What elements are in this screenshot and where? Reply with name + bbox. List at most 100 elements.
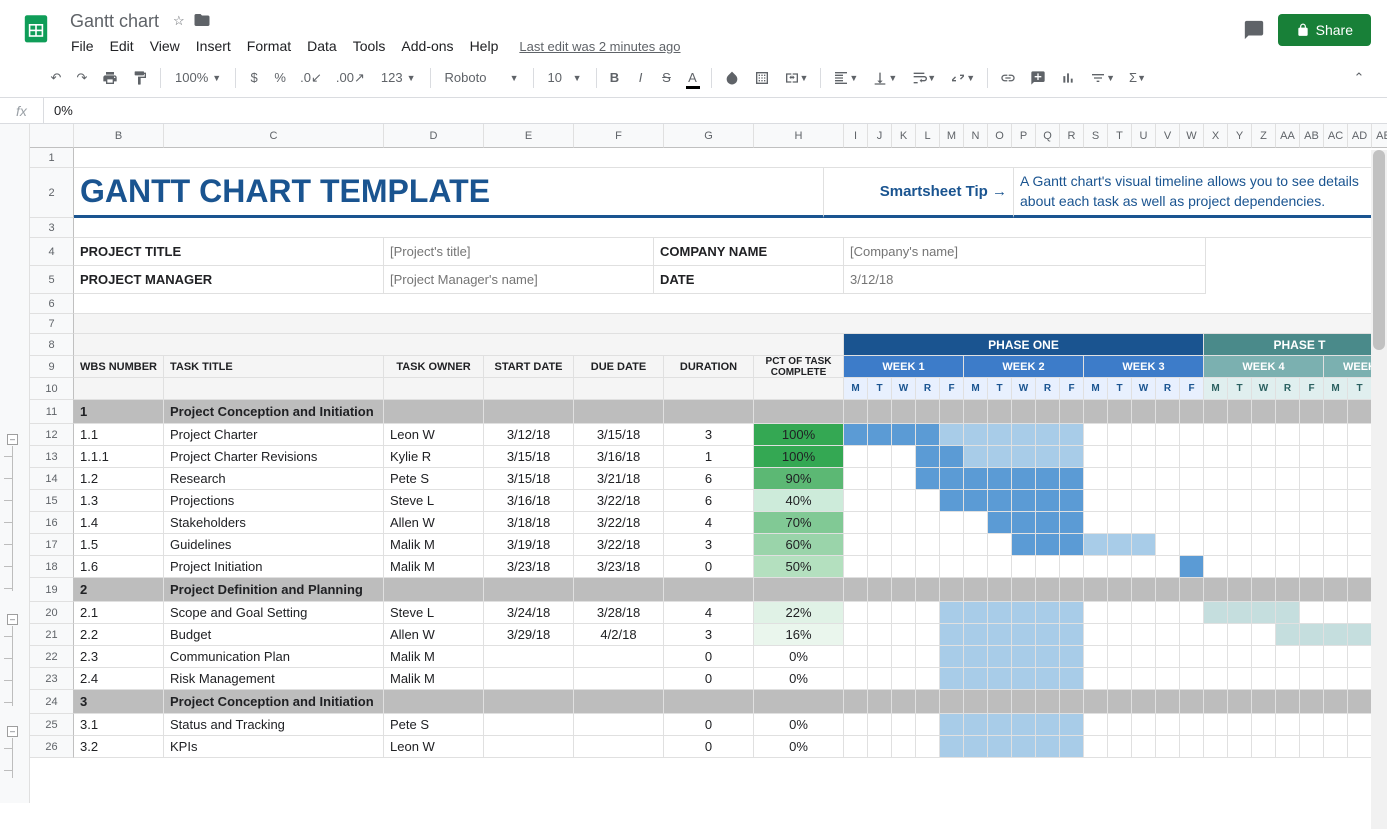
cell[interactable]: [1204, 446, 1228, 468]
cell[interactable]: [484, 714, 574, 736]
cell[interactable]: [74, 218, 1387, 238]
cell[interactable]: [1276, 646, 1300, 668]
cell[interactable]: [916, 714, 940, 736]
cell[interactable]: [574, 668, 664, 690]
cell[interactable]: [964, 714, 988, 736]
cell[interactable]: Status and Tracking: [164, 714, 384, 736]
cell[interactable]: [1228, 424, 1252, 446]
cell[interactable]: [1324, 668, 1348, 690]
merge-cells-icon[interactable]: ▼: [778, 65, 815, 91]
cell[interactable]: [74, 334, 844, 356]
cell[interactable]: [Company's name]: [844, 238, 1206, 266]
cell[interactable]: [1228, 534, 1252, 556]
cell[interactable]: [940, 602, 964, 624]
cell[interactable]: COMPANY NAME: [654, 238, 844, 266]
cell[interactable]: [1156, 736, 1180, 758]
cell[interactable]: [754, 400, 844, 424]
cell[interactable]: 1: [74, 400, 164, 424]
cell[interactable]: [1204, 690, 1228, 714]
cell[interactable]: Malik M: [384, 646, 484, 668]
cell[interactable]: [1012, 578, 1036, 602]
cell[interactable]: [844, 624, 868, 646]
cell[interactable]: [940, 578, 964, 602]
cell[interactable]: [868, 400, 892, 424]
cell[interactable]: [916, 556, 940, 578]
cell[interactable]: [1132, 556, 1156, 578]
cell[interactable]: [1180, 446, 1204, 468]
cell[interactable]: W: [1132, 378, 1156, 400]
text-color-icon[interactable]: A: [681, 65, 705, 91]
cell[interactable]: [1156, 490, 1180, 512]
cell[interactable]: 1.1.1: [74, 446, 164, 468]
cell[interactable]: [1108, 400, 1132, 424]
cell[interactable]: [1252, 468, 1276, 490]
cell[interactable]: [574, 578, 664, 602]
cell[interactable]: 50%: [754, 556, 844, 578]
cell[interactable]: [664, 690, 754, 714]
cell[interactable]: PROJECT TITLE: [74, 238, 384, 266]
cell[interactable]: [1060, 512, 1084, 534]
cell[interactable]: [868, 602, 892, 624]
cell[interactable]: [1204, 668, 1228, 690]
cell[interactable]: [1300, 556, 1324, 578]
cell[interactable]: [1156, 602, 1180, 624]
wrap-icon[interactable]: ▼: [905, 65, 942, 91]
cell[interactable]: 1: [664, 446, 754, 468]
cell[interactable]: [844, 736, 868, 758]
cell[interactable]: [1276, 468, 1300, 490]
cell[interactable]: T: [1348, 378, 1372, 400]
row-header[interactable]: 12: [30, 424, 74, 446]
folder-icon[interactable]: [193, 11, 211, 32]
cell[interactable]: [1084, 400, 1108, 424]
row-header[interactable]: 8: [30, 334, 74, 356]
cell[interactable]: [1348, 736, 1372, 758]
cell[interactable]: [868, 624, 892, 646]
cell[interactable]: Project Definition and Planning: [164, 578, 384, 602]
cell[interactable]: [1204, 468, 1228, 490]
cell[interactable]: [1324, 468, 1348, 490]
cell[interactable]: [1012, 512, 1036, 534]
cell[interactable]: Allen W: [384, 512, 484, 534]
col-header[interactable]: Z: [1252, 124, 1276, 148]
cell[interactable]: [964, 400, 988, 424]
cell[interactable]: [892, 624, 916, 646]
cell[interactable]: Communication Plan: [164, 646, 384, 668]
cell[interactable]: [Project Manager's name]: [384, 266, 654, 294]
cell[interactable]: 22%: [754, 602, 844, 624]
cell[interactable]: [1108, 556, 1132, 578]
cell[interactable]: [754, 378, 844, 400]
expand-toolbar-icon[interactable]: ⌃: [1347, 65, 1371, 91]
cell[interactable]: [892, 446, 916, 468]
cell[interactable]: Malik M: [384, 556, 484, 578]
cell[interactable]: [74, 378, 164, 400]
cell[interactable]: [1276, 400, 1300, 424]
cell[interactable]: [1156, 668, 1180, 690]
cell[interactable]: [1180, 424, 1204, 446]
col-header[interactable]: Q: [1036, 124, 1060, 148]
cell[interactable]: [892, 490, 916, 512]
cell[interactable]: [484, 578, 574, 602]
menu-view[interactable]: View: [143, 34, 187, 58]
cell[interactable]: [1204, 490, 1228, 512]
cell[interactable]: [1036, 400, 1060, 424]
cell[interactable]: [1060, 400, 1084, 424]
col-header[interactable]: AC: [1324, 124, 1348, 148]
cell[interactable]: [1036, 512, 1060, 534]
cell[interactable]: [1300, 512, 1324, 534]
cell[interactable]: Budget: [164, 624, 384, 646]
cell[interactable]: 3/21/18: [574, 468, 664, 490]
cell[interactable]: Pete S: [384, 468, 484, 490]
cell[interactable]: [1084, 490, 1108, 512]
cell[interactable]: [1300, 624, 1324, 646]
cell[interactable]: [940, 400, 964, 424]
cell[interactable]: [844, 668, 868, 690]
cell[interactable]: [868, 736, 892, 758]
cell[interactable]: [1228, 624, 1252, 646]
cell[interactable]: 0: [664, 556, 754, 578]
cell[interactable]: [1180, 690, 1204, 714]
cell[interactable]: [1012, 446, 1036, 468]
cell[interactable]: [1084, 602, 1108, 624]
row-header[interactable]: 11: [30, 400, 74, 424]
cell[interactable]: [1156, 578, 1180, 602]
row-header[interactable]: 7: [30, 314, 74, 334]
